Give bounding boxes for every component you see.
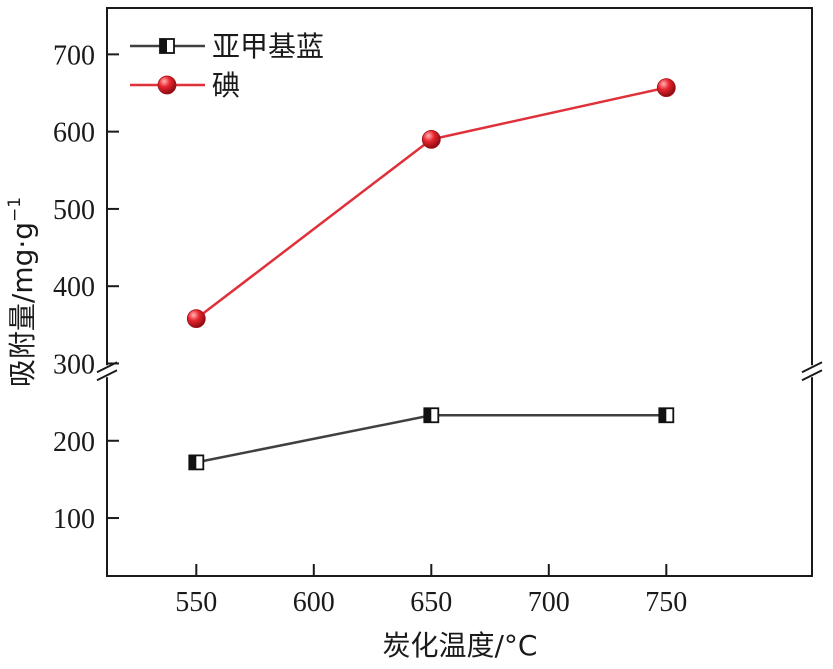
axis-break-mark xyxy=(96,369,118,382)
x-tick-label: 700 xyxy=(528,587,570,618)
y-tick-label: 700 xyxy=(53,40,95,71)
x-axis-title: 炭化温度/°C xyxy=(383,629,538,662)
y-tick-label: 500 xyxy=(53,195,95,226)
tick-group: 550 600 650 700 750 100 200 300 400 500 600 700 xyxy=(53,40,687,618)
y-tick-label: 300 xyxy=(53,349,95,380)
x-tick-label: 600 xyxy=(293,587,335,618)
axis-break-gap xyxy=(803,365,821,378)
axis-break-mark xyxy=(96,361,118,374)
y-axis-title: 吸附量/mg·g−1 xyxy=(5,197,39,387)
series-group xyxy=(186,78,676,471)
svg-text:吸附量/mg·g−1: 吸附量/mg·g−1 xyxy=(5,197,39,387)
y-tick-label: 200 xyxy=(53,427,95,458)
x-tick-label: 550 xyxy=(175,587,217,618)
x-tick-label: 750 xyxy=(645,587,687,618)
data-point-methylene-blue xyxy=(188,454,205,471)
axis-break-gap xyxy=(98,365,116,378)
plot-frame xyxy=(106,7,813,577)
data-point-iodine xyxy=(656,78,676,97)
legend-marker-methylene-blue xyxy=(159,38,175,54)
legend-label-methylene-blue: 亚甲基蓝 xyxy=(212,30,324,63)
data-point-methylene-blue xyxy=(423,407,440,424)
y-tick-label: 100 xyxy=(53,504,95,535)
axis-break-mark xyxy=(801,369,823,382)
y-tick-label: 400 xyxy=(53,272,95,303)
axis-break-group xyxy=(96,361,823,382)
legend-marker-iodine xyxy=(157,75,177,95)
data-point-methylene-blue xyxy=(658,407,675,424)
legend: 亚甲基蓝 碘 xyxy=(130,30,324,102)
legend-label-iodine: 碘 xyxy=(212,69,240,102)
axis-break-mark xyxy=(801,361,823,374)
y-axis-title-superscript: −1 xyxy=(5,197,25,222)
y-tick-label: 600 xyxy=(53,118,95,149)
y-axis-title-text: 吸附量/mg·g xyxy=(6,222,39,387)
data-point-iodine xyxy=(186,309,206,329)
data-point-iodine xyxy=(421,129,441,149)
series-line-1 xyxy=(195,86,667,320)
x-tick-label: 650 xyxy=(410,587,452,618)
